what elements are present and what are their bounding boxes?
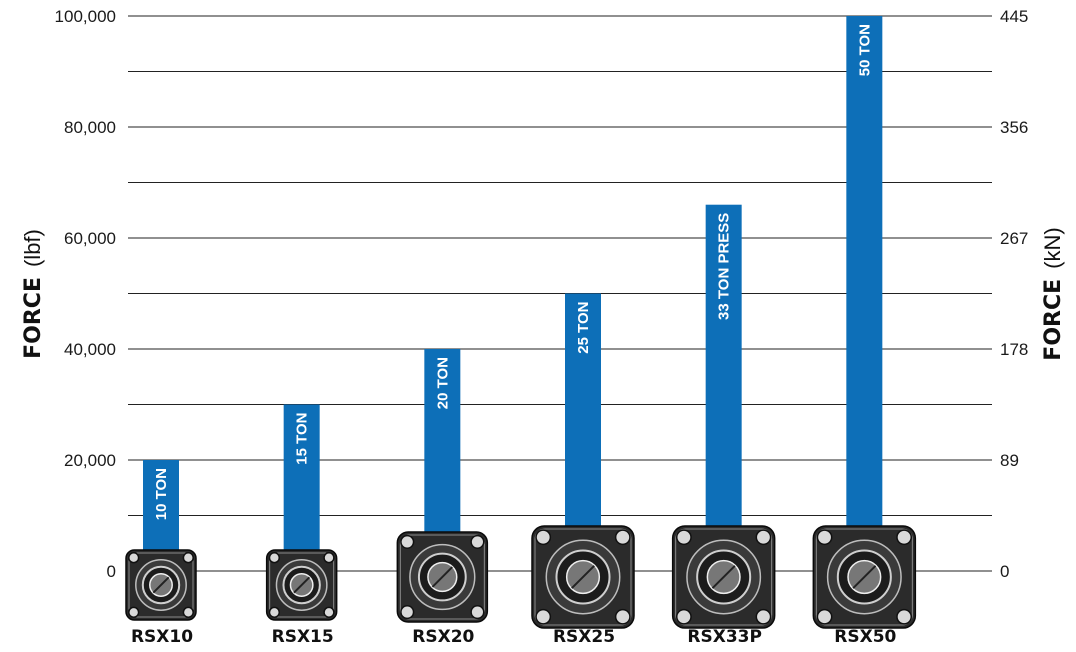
product-image-rsx33p <box>671 525 776 629</box>
bolt-hole <box>128 606 140 618</box>
bolt-hole <box>675 608 692 625</box>
y-tick-label: 100,000 <box>55 7 116 26</box>
bolt-hole <box>614 529 631 546</box>
y-tick-label: 60,000 <box>64 229 116 248</box>
x-category-label: RSX20 <box>412 627 474 647</box>
product-image-rsx15 <box>265 549 338 621</box>
bolt-hole <box>400 534 415 549</box>
bolt-hole <box>896 529 913 546</box>
bolt-hole <box>816 608 833 625</box>
y-axis-title-unit: (lbf) <box>20 229 45 267</box>
product-image-rsx25 <box>531 525 635 629</box>
bar-data-label: 33 TON PRESS <box>716 213 733 320</box>
y2-tick-label: 89 <box>1000 451 1019 470</box>
bolt-hole <box>470 605 485 620</box>
bar-data-label: 50 TON <box>856 24 873 76</box>
y2-tick-label: 356 <box>1000 118 1028 137</box>
shaft-slot <box>852 565 877 589</box>
x-category-label: RSX33P <box>687 627 762 647</box>
bar-data-label: 10 TON <box>153 468 170 520</box>
shaft-slot <box>571 565 595 589</box>
y-axis-title: FORCE (lbf) <box>20 229 46 359</box>
shaft-slot <box>711 565 736 589</box>
y2-axis-title-strong: FORCE <box>1041 279 1066 361</box>
bolt-hole <box>614 608 631 625</box>
x-category-label: RSX50 <box>834 627 896 647</box>
y2-axis-title: FORCE (kN) <box>1040 227 1066 360</box>
bolt-hole <box>896 608 913 625</box>
bolt-hole <box>128 552 140 564</box>
shaft-slot <box>431 566 453 588</box>
bolt-hole <box>816 529 833 546</box>
category-labels: RSX10 RSX15 RSX20 RSX25 RSX33P RSX50 <box>131 627 897 647</box>
x-category-label: RSX15 <box>272 627 334 647</box>
bolt-hole <box>470 534 485 549</box>
housing-bevel <box>675 528 773 626</box>
bar-rsx33p <box>705 204 742 571</box>
y-tick-label: 20,000 <box>64 451 116 470</box>
bolt-hole <box>323 552 335 564</box>
y2-tick-label: 178 <box>1000 340 1028 359</box>
housing-bevel <box>128 552 194 618</box>
y-axis-title-strong: FORCE <box>21 277 46 359</box>
shaft-slot <box>293 576 311 594</box>
housing-bevel <box>399 534 485 620</box>
bolt-hole <box>268 606 281 618</box>
y-tick-label: 80,000 <box>64 118 116 137</box>
y-tick-label: 0 <box>107 562 116 581</box>
bar-rsx50 <box>846 16 883 571</box>
axis-ticks: 0 20,000 40,000 60,000 80,000 100,000 0 89 178 26… <box>55 7 1029 581</box>
x-category-label: RSX10 <box>131 627 193 647</box>
bolt-hole <box>755 608 772 625</box>
bar-data-label: 20 TON <box>434 357 451 409</box>
bolt-hole <box>755 529 772 546</box>
bar-rsx25 <box>565 293 601 571</box>
housing-bevel <box>269 552 335 618</box>
bolt-hole <box>182 552 194 564</box>
bolt-hole <box>675 529 692 546</box>
product-image-rsx50 <box>812 525 917 629</box>
housing-bevel <box>815 528 913 626</box>
y2-tick-label: 267 <box>1000 229 1028 248</box>
x-category-label: RSX25 <box>553 627 615 647</box>
y2-tick-label: 445 <box>1000 7 1028 26</box>
y-tick-label: 40,000 <box>64 340 116 359</box>
bar-data-label: 15 TON <box>294 413 311 465</box>
bolt-hole <box>400 605 415 620</box>
bolt-hole <box>323 606 335 618</box>
bolt-hole <box>182 606 194 618</box>
bolt-hole <box>268 552 281 564</box>
housing-bevel <box>534 528 632 626</box>
shaft-slot <box>152 576 170 594</box>
y2-tick-label: 0 <box>1000 562 1009 581</box>
bolt-hole <box>535 608 552 625</box>
y2-axis-title-unit: (kN) <box>1040 227 1065 269</box>
bolt-hole <box>535 529 552 546</box>
bar-rsx15 <box>283 404 320 571</box>
product-images <box>125 525 917 629</box>
product-image-rsx10 <box>125 549 197 621</box>
bar-data-label: 25 TON <box>575 302 592 354</box>
product-image-rsx20 <box>396 531 489 623</box>
